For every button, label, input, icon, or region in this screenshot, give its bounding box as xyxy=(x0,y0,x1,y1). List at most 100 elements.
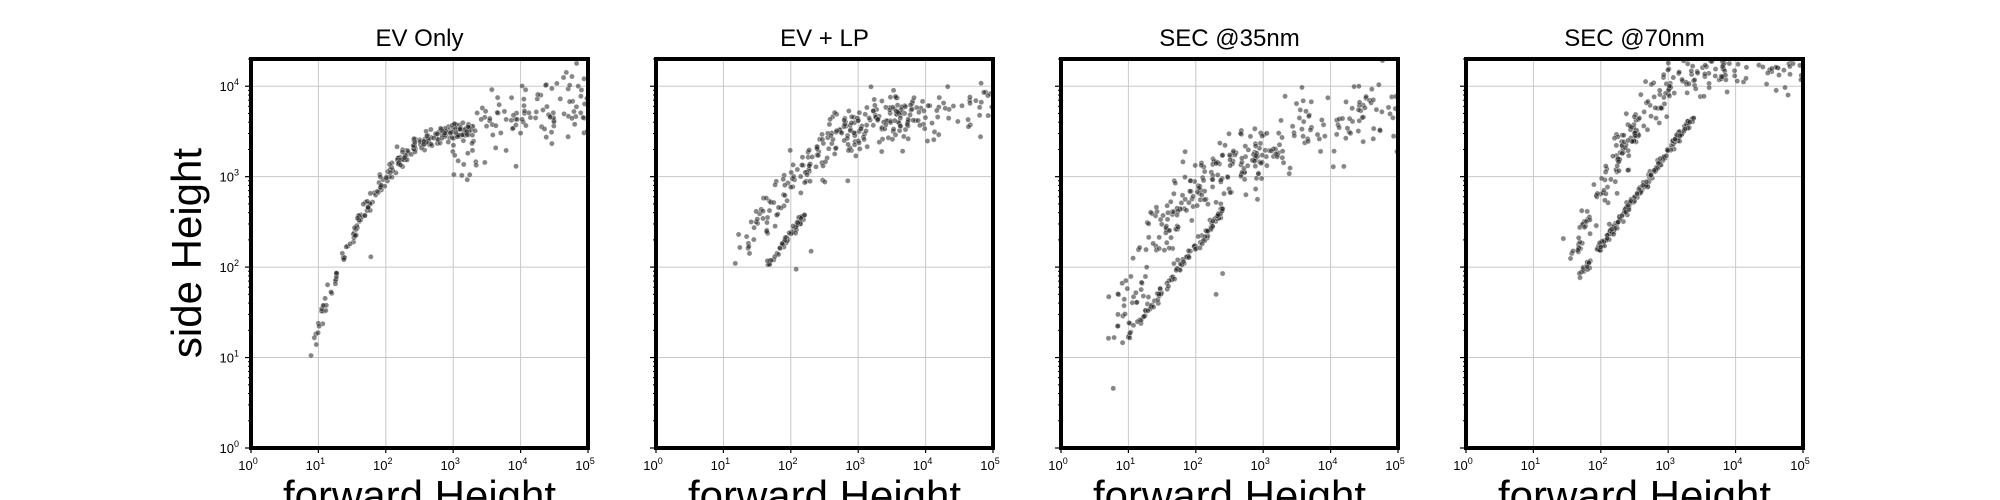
scatter-point xyxy=(1279,134,1285,141)
scatter-point xyxy=(1245,146,1252,153)
scatter-point xyxy=(1138,286,1145,293)
scatter-point xyxy=(1145,220,1152,227)
scatter-panel: 100 101 102 103 104 105 SEC @70nm forward Heigh… xyxy=(1453,25,1809,500)
scatter-point xyxy=(911,94,917,101)
scatter-point xyxy=(1623,110,1630,117)
scatter-point xyxy=(1180,158,1186,165)
scatter-point xyxy=(1114,323,1121,330)
scatter-point xyxy=(1224,174,1231,181)
scatter-point xyxy=(532,115,539,121)
scatter-point xyxy=(1619,212,1625,219)
scatter-point xyxy=(1773,87,1780,94)
scatter-point xyxy=(845,108,852,114)
scatter-point xyxy=(1247,133,1254,140)
scatter-point xyxy=(1606,221,1613,228)
scatter-point xyxy=(1648,171,1655,178)
scatter-point xyxy=(1105,335,1112,342)
x-tick-label: 105 xyxy=(575,456,594,473)
scatter-point xyxy=(1190,193,1196,200)
scatter-point xyxy=(784,197,790,204)
scatter-point xyxy=(851,129,857,136)
scatter-point xyxy=(1213,160,1220,167)
scatter-point xyxy=(581,75,587,82)
scatter-point xyxy=(1574,247,1581,254)
scatter-point xyxy=(1230,148,1237,154)
scatter-point xyxy=(315,329,321,336)
scatter-point xyxy=(497,130,504,136)
scatter-point xyxy=(1219,205,1226,212)
scatter-point xyxy=(508,94,515,101)
scatter-point xyxy=(1205,228,1211,234)
scatter-point xyxy=(1238,155,1245,162)
scatter-point xyxy=(320,302,327,309)
scatter-point xyxy=(447,130,454,137)
scatter-point xyxy=(1178,200,1185,206)
scatter-point xyxy=(942,105,949,112)
scatter-point xyxy=(313,341,320,348)
scatter-point xyxy=(520,96,527,102)
scatter-point xyxy=(807,178,813,185)
scatter-point xyxy=(736,244,743,251)
scatter-point xyxy=(826,121,833,128)
scatter-point xyxy=(489,132,496,138)
scatter-point xyxy=(481,159,488,166)
scatter-point xyxy=(1257,140,1264,147)
scatter-point xyxy=(1213,291,1219,298)
scatter-point xyxy=(916,122,923,129)
scatter-point xyxy=(1625,137,1631,144)
scatter-point xyxy=(1221,190,1227,197)
scatter-point xyxy=(1156,234,1163,241)
scatter-point xyxy=(1684,60,1691,67)
scatter-point xyxy=(978,99,985,106)
scatter-point xyxy=(1289,123,1296,130)
scatter-point xyxy=(1691,77,1698,83)
scatter-point xyxy=(1684,89,1691,96)
scatter-point xyxy=(806,162,813,169)
scatter-point xyxy=(577,109,584,116)
x-tick-label: 101 xyxy=(306,456,325,473)
scatter-point xyxy=(1156,245,1163,252)
scatter-point xyxy=(1279,148,1286,155)
scatter-point xyxy=(1717,52,1722,57)
scatter-point xyxy=(1601,187,1607,194)
scatter-point xyxy=(469,140,475,147)
scatter-point xyxy=(1209,176,1216,183)
scatter-point xyxy=(798,162,805,168)
scatter-point xyxy=(841,117,848,124)
scatter-point xyxy=(1183,207,1190,214)
y-tick-label: 102 xyxy=(220,258,239,275)
scatter-point xyxy=(883,121,889,128)
scatter-point xyxy=(1578,207,1585,214)
scatter-point xyxy=(1686,80,1692,87)
scatter-point xyxy=(343,243,350,250)
scatter-point xyxy=(1115,291,1121,297)
scatter-point xyxy=(868,83,874,90)
scatter-point xyxy=(464,131,471,138)
scatter-point xyxy=(1174,212,1180,218)
scatter-point xyxy=(1347,130,1354,137)
scatter-point xyxy=(324,281,331,288)
x-tick-label: 105 xyxy=(980,456,999,473)
scatter-point xyxy=(1346,115,1353,122)
x-tick-label: 101 xyxy=(1116,456,1135,473)
scatter-point xyxy=(1597,244,1604,250)
scatter-point xyxy=(1160,212,1166,219)
scatter-point xyxy=(1138,279,1145,286)
scatter-point xyxy=(813,163,819,170)
scatter-point xyxy=(1314,131,1321,138)
scatter-point xyxy=(1115,311,1121,318)
scatter-point xyxy=(858,125,864,132)
scatter-point xyxy=(780,176,787,183)
scatter-point xyxy=(1296,115,1303,121)
scatter-point xyxy=(1317,148,1324,155)
scatter-point xyxy=(496,101,503,108)
scatter-point xyxy=(571,121,578,128)
scatter-point xyxy=(450,142,457,149)
scatter-point xyxy=(786,229,793,236)
scatter-point xyxy=(1721,51,1726,56)
scatter-point xyxy=(1164,202,1171,209)
scatter-point xyxy=(1368,86,1375,92)
x-tick-label: 104 xyxy=(1723,456,1742,473)
x-tick-label: 102 xyxy=(1588,456,1607,473)
scatter-point xyxy=(1731,72,1738,79)
